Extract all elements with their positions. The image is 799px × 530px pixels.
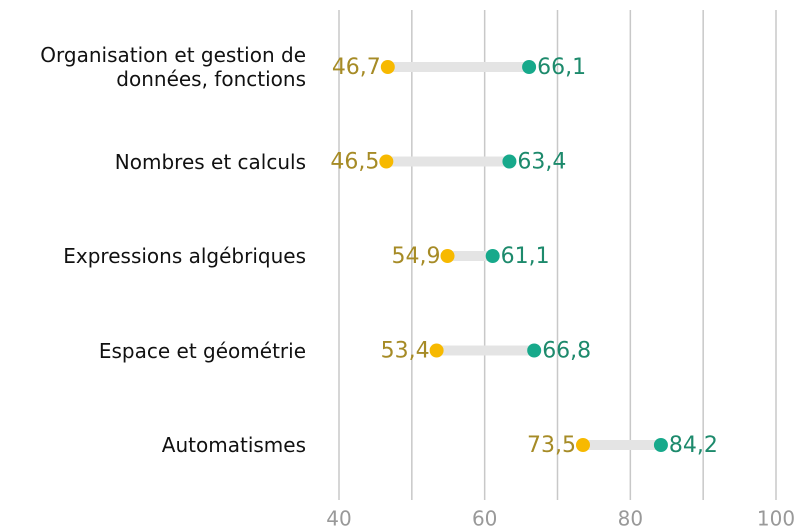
category-label: Organisation et gestion de données, fonc… bbox=[40, 43, 306, 91]
point bbox=[575, 438, 590, 452]
category-label: Espace et géométrie bbox=[98, 338, 306, 363]
value-label: 66,1 bbox=[537, 55, 586, 80]
point bbox=[485, 249, 500, 263]
value-label: 54,9 bbox=[392, 244, 441, 269]
value-label: 53,4 bbox=[381, 339, 430, 364]
category-label: Nombres et calculs bbox=[114, 149, 306, 174]
point bbox=[380, 60, 395, 74]
value-label: 66,8 bbox=[542, 339, 591, 364]
point bbox=[379, 154, 394, 169]
value-label: 73,5 bbox=[527, 433, 576, 458]
value-label: 84,2 bbox=[669, 433, 718, 458]
point bbox=[522, 60, 537, 74]
category-label: Automatismes bbox=[161, 433, 306, 457]
x-tick-label: 60 bbox=[472, 507, 497, 530]
value-label: 46,5 bbox=[330, 150, 379, 175]
point bbox=[653, 438, 668, 452]
value-label: 46,7 bbox=[332, 55, 381, 80]
value-label: 63,4 bbox=[517, 150, 566, 175]
point bbox=[440, 249, 455, 263]
point bbox=[429, 343, 444, 358]
point bbox=[502, 154, 517, 169]
x-tick-label: 100 bbox=[757, 507, 795, 530]
x-tick-label: 40 bbox=[326, 507, 351, 530]
category-label: Expressions algébriques bbox=[63, 244, 306, 268]
point bbox=[527, 343, 542, 358]
value-label: 61,1 bbox=[501, 244, 550, 269]
x-tick-label: 80 bbox=[618, 507, 643, 530]
